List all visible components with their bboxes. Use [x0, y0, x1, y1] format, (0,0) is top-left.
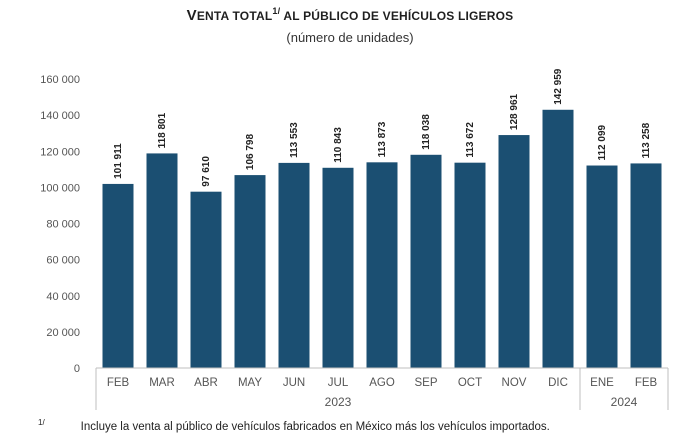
bar — [102, 183, 134, 368]
x-tick-label: NOV — [502, 377, 527, 389]
bar — [366, 162, 398, 368]
bar — [278, 162, 310, 368]
y-tick-label: 40 000 — [46, 291, 80, 303]
x-tick-label: FEB — [107, 377, 130, 389]
bar — [190, 191, 222, 368]
y-tick-label: 60 000 — [46, 255, 80, 267]
chart-subtitle: (número de unidades) — [286, 30, 414, 45]
y-tick-label: 80 000 — [46, 219, 80, 231]
title-footnote-mark: 1/ — [272, 6, 281, 16]
x-tick-label: SEP — [414, 377, 437, 389]
bar — [410, 154, 442, 368]
bar — [498, 135, 530, 368]
y-tick-label: 20 000 — [46, 327, 80, 339]
data-label: 118 801 — [157, 112, 168, 148]
data-label: 113 258 — [641, 122, 652, 158]
footnote-mark: 1/ — [38, 418, 45, 427]
x-tick-label: AGO — [369, 377, 395, 389]
y-axis: 0 20 000 40 000 60 000 80 000 100 000 120 000 1… — [40, 74, 80, 375]
data-label: 118 038 — [421, 114, 432, 150]
x-axis: FEB MAR ABR MAY JUN JUL AGO SEP OCT NOV DIC ENE FEB 2… — [95, 367, 669, 410]
bar — [542, 109, 574, 368]
y-tick-label: 0 — [74, 363, 80, 375]
data-label: 128 961 — [509, 93, 520, 130]
footnote-text: Incluye la venta al público de vehículos… — [80, 421, 550, 433]
x-tick-label: DIC — [548, 377, 568, 389]
bar — [146, 153, 178, 368]
data-label: 106 798 — [245, 134, 256, 171]
x-tick-label: MAR — [149, 377, 175, 389]
x-tick-label: JUL — [328, 377, 349, 389]
data-label: 110 843 — [333, 127, 344, 163]
x-tick-label: FEB — [635, 377, 658, 389]
x-tick-label: JUN — [283, 377, 305, 389]
data-label: 113 672 — [465, 122, 476, 158]
bar — [586, 165, 618, 368]
y-tick-label: 140 000 — [40, 110, 80, 122]
data-label: 97 610 — [201, 156, 212, 187]
title-part-2: AL PÚBLICO DE VEHÍCULOS LIGEROS — [280, 9, 514, 23]
x-tick-label: ABR — [194, 377, 218, 389]
bar — [234, 175, 266, 368]
y-tick-label: 160 000 — [40, 74, 80, 86]
bar — [322, 167, 354, 368]
footnote: 1/Incluye la venta al público de vehícul… — [38, 418, 550, 433]
data-label: 142 959 — [553, 68, 564, 105]
x-tick-label: MAY — [238, 377, 262, 389]
chart-title: VENTA TOTAL1/ AL PÚBLICO DE VEHÍCULOS LI… — [0, 6, 700, 24]
year-group-label: 2023 — [325, 395, 352, 409]
data-label: 113 553 — [289, 122, 300, 158]
y-tick-label: 120 000 — [40, 146, 80, 158]
x-tick-label: ENE — [590, 377, 614, 389]
data-label: 113 873 — [377, 121, 388, 157]
x-tick-label: OCT — [458, 377, 482, 389]
title-initial: V — [186, 7, 197, 24]
bar — [454, 162, 486, 368]
y-tick-label: 100 000 — [40, 182, 80, 194]
data-label: 112 099 — [597, 124, 608, 160]
bars: 101 911 118 801 97 610 106 798 113 553 110 84… — [102, 68, 662, 368]
year-group-label: 2024 — [611, 395, 638, 409]
data-label: 101 911 — [113, 143, 124, 179]
bar — [630, 163, 662, 368]
title-part-1: ENTA TOTAL — [196, 9, 273, 23]
